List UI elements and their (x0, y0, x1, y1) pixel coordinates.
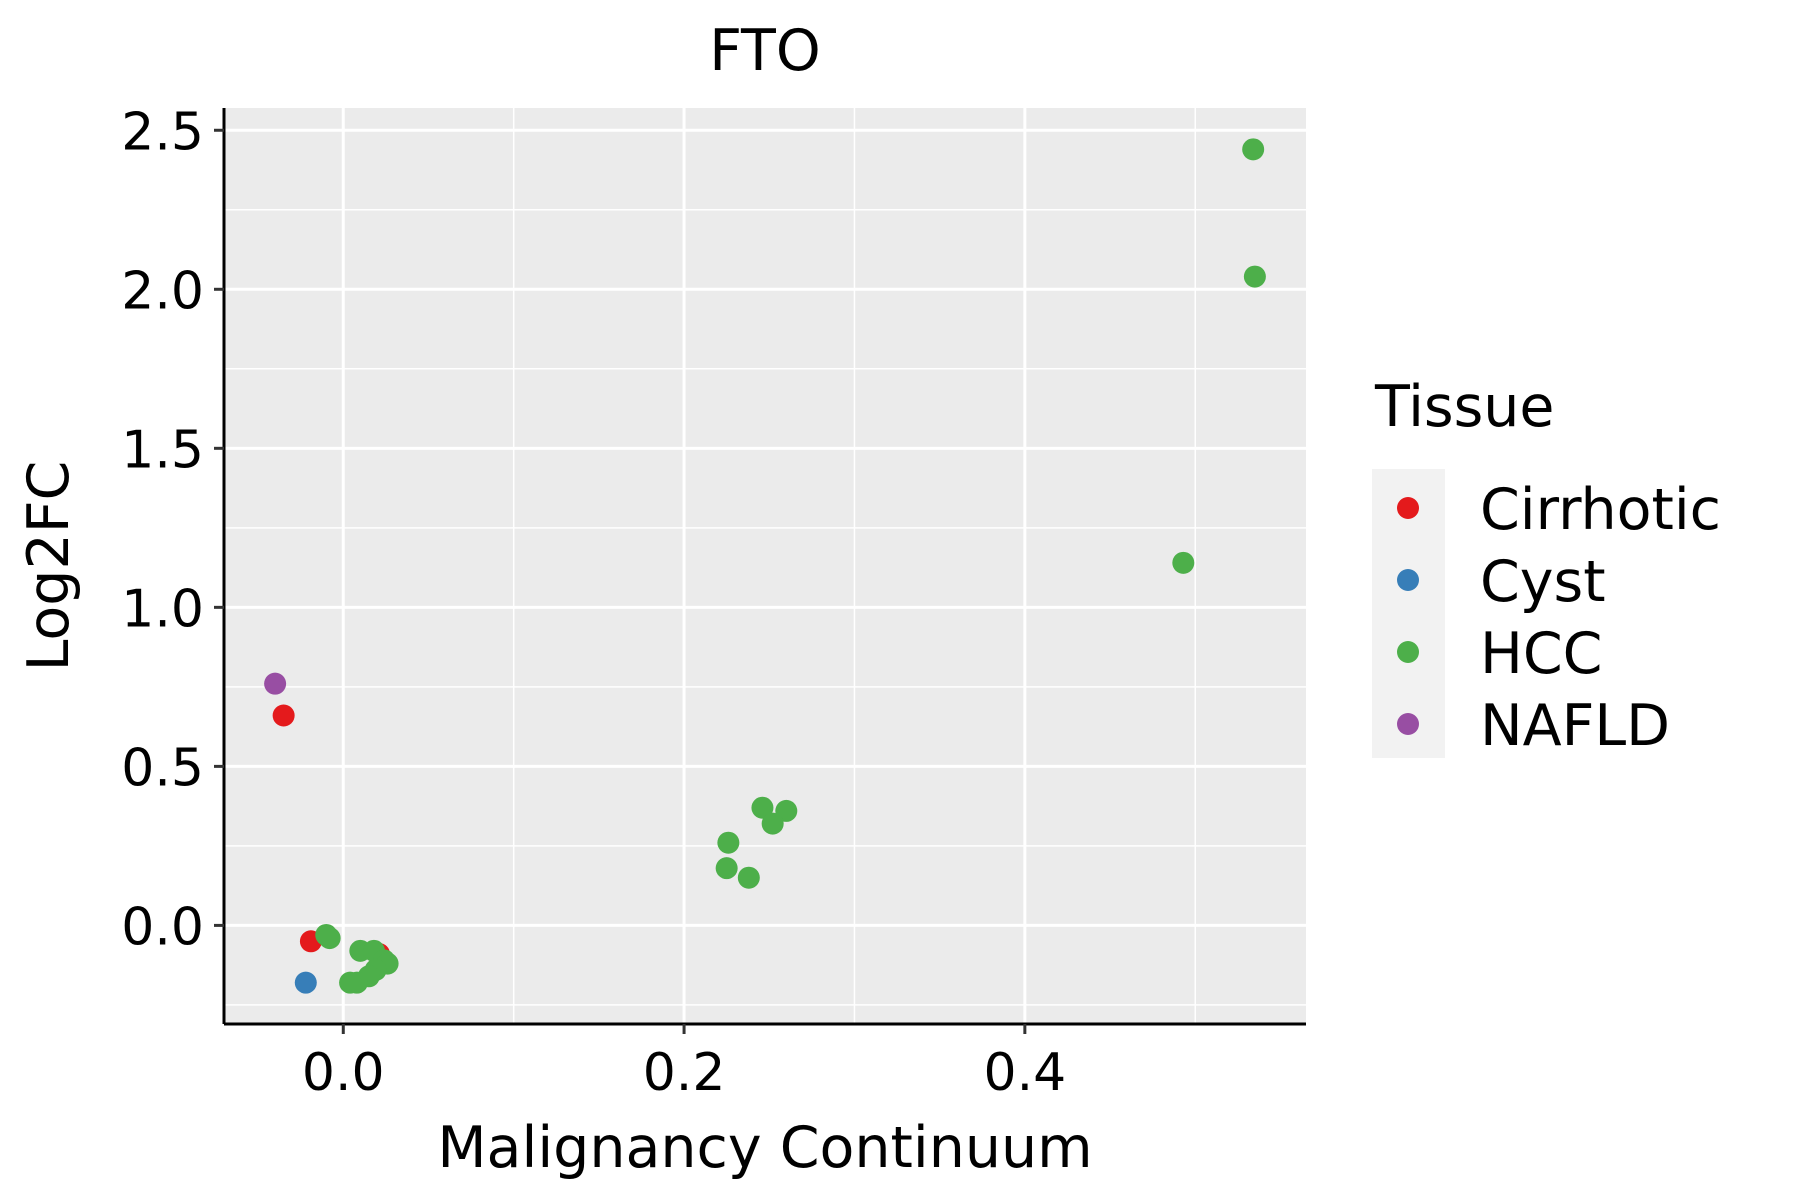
legend-key-cyst (1397, 569, 1419, 591)
legend-label-cirrhotic: Cirrhotic (1480, 477, 1721, 543)
grid-lines (224, 108, 1306, 1024)
y-tick-label: 1.5 (121, 420, 204, 480)
data-point-cirrhotic (272, 704, 295, 727)
legend-key-hcc (1397, 641, 1419, 663)
y-tick-label: 0.5 (121, 738, 204, 798)
data-point-hcc (737, 866, 760, 889)
y-ticks: 0.0 0.5 1.0 1.5 2.0 2.5 (121, 102, 224, 957)
data-points (264, 138, 1266, 994)
y-tick-label: 0.0 (121, 897, 204, 957)
y-tick-label: 2.5 (121, 102, 204, 162)
legend-label-nafld: NAFLD (1480, 693, 1670, 759)
y-tick-label: 2.0 (121, 261, 204, 321)
data-point-hcc (1243, 265, 1266, 288)
data-point-hcc (1172, 551, 1195, 574)
data-point-cyst (294, 971, 317, 994)
data-point-nafld (264, 672, 287, 695)
x-tick-label: 0.2 (643, 1043, 726, 1103)
legend-key-nafld (1397, 713, 1419, 735)
axes (222, 108, 1306, 1026)
y-axis-title: Log2FC (16, 461, 82, 672)
data-point-hcc (751, 796, 774, 819)
data-point-hcc (318, 927, 341, 950)
data-point-hcc (761, 812, 784, 835)
x-ticks: 0.0 0.2 0.4 (302, 1024, 1066, 1103)
plot-panel (224, 108, 1306, 1024)
chart-title: FTO (709, 18, 820, 84)
y-tick-label: 1.0 (121, 579, 204, 639)
data-point-hcc (1242, 138, 1265, 161)
legend-key-cirrhotic (1397, 497, 1419, 519)
data-point-hcc (715, 857, 738, 880)
legend-label-hcc: HCC (1480, 621, 1602, 687)
legend-title: Tissue (1374, 374, 1555, 440)
x-tick-label: 0.0 (302, 1043, 385, 1103)
data-point-hcc (339, 971, 362, 994)
data-point-hcc (717, 831, 740, 854)
x-axis-title: Malignancy Continuum (437, 1115, 1092, 1181)
x-tick-label: 0.4 (983, 1043, 1066, 1103)
legend-label-cyst: Cyst (1480, 549, 1606, 615)
